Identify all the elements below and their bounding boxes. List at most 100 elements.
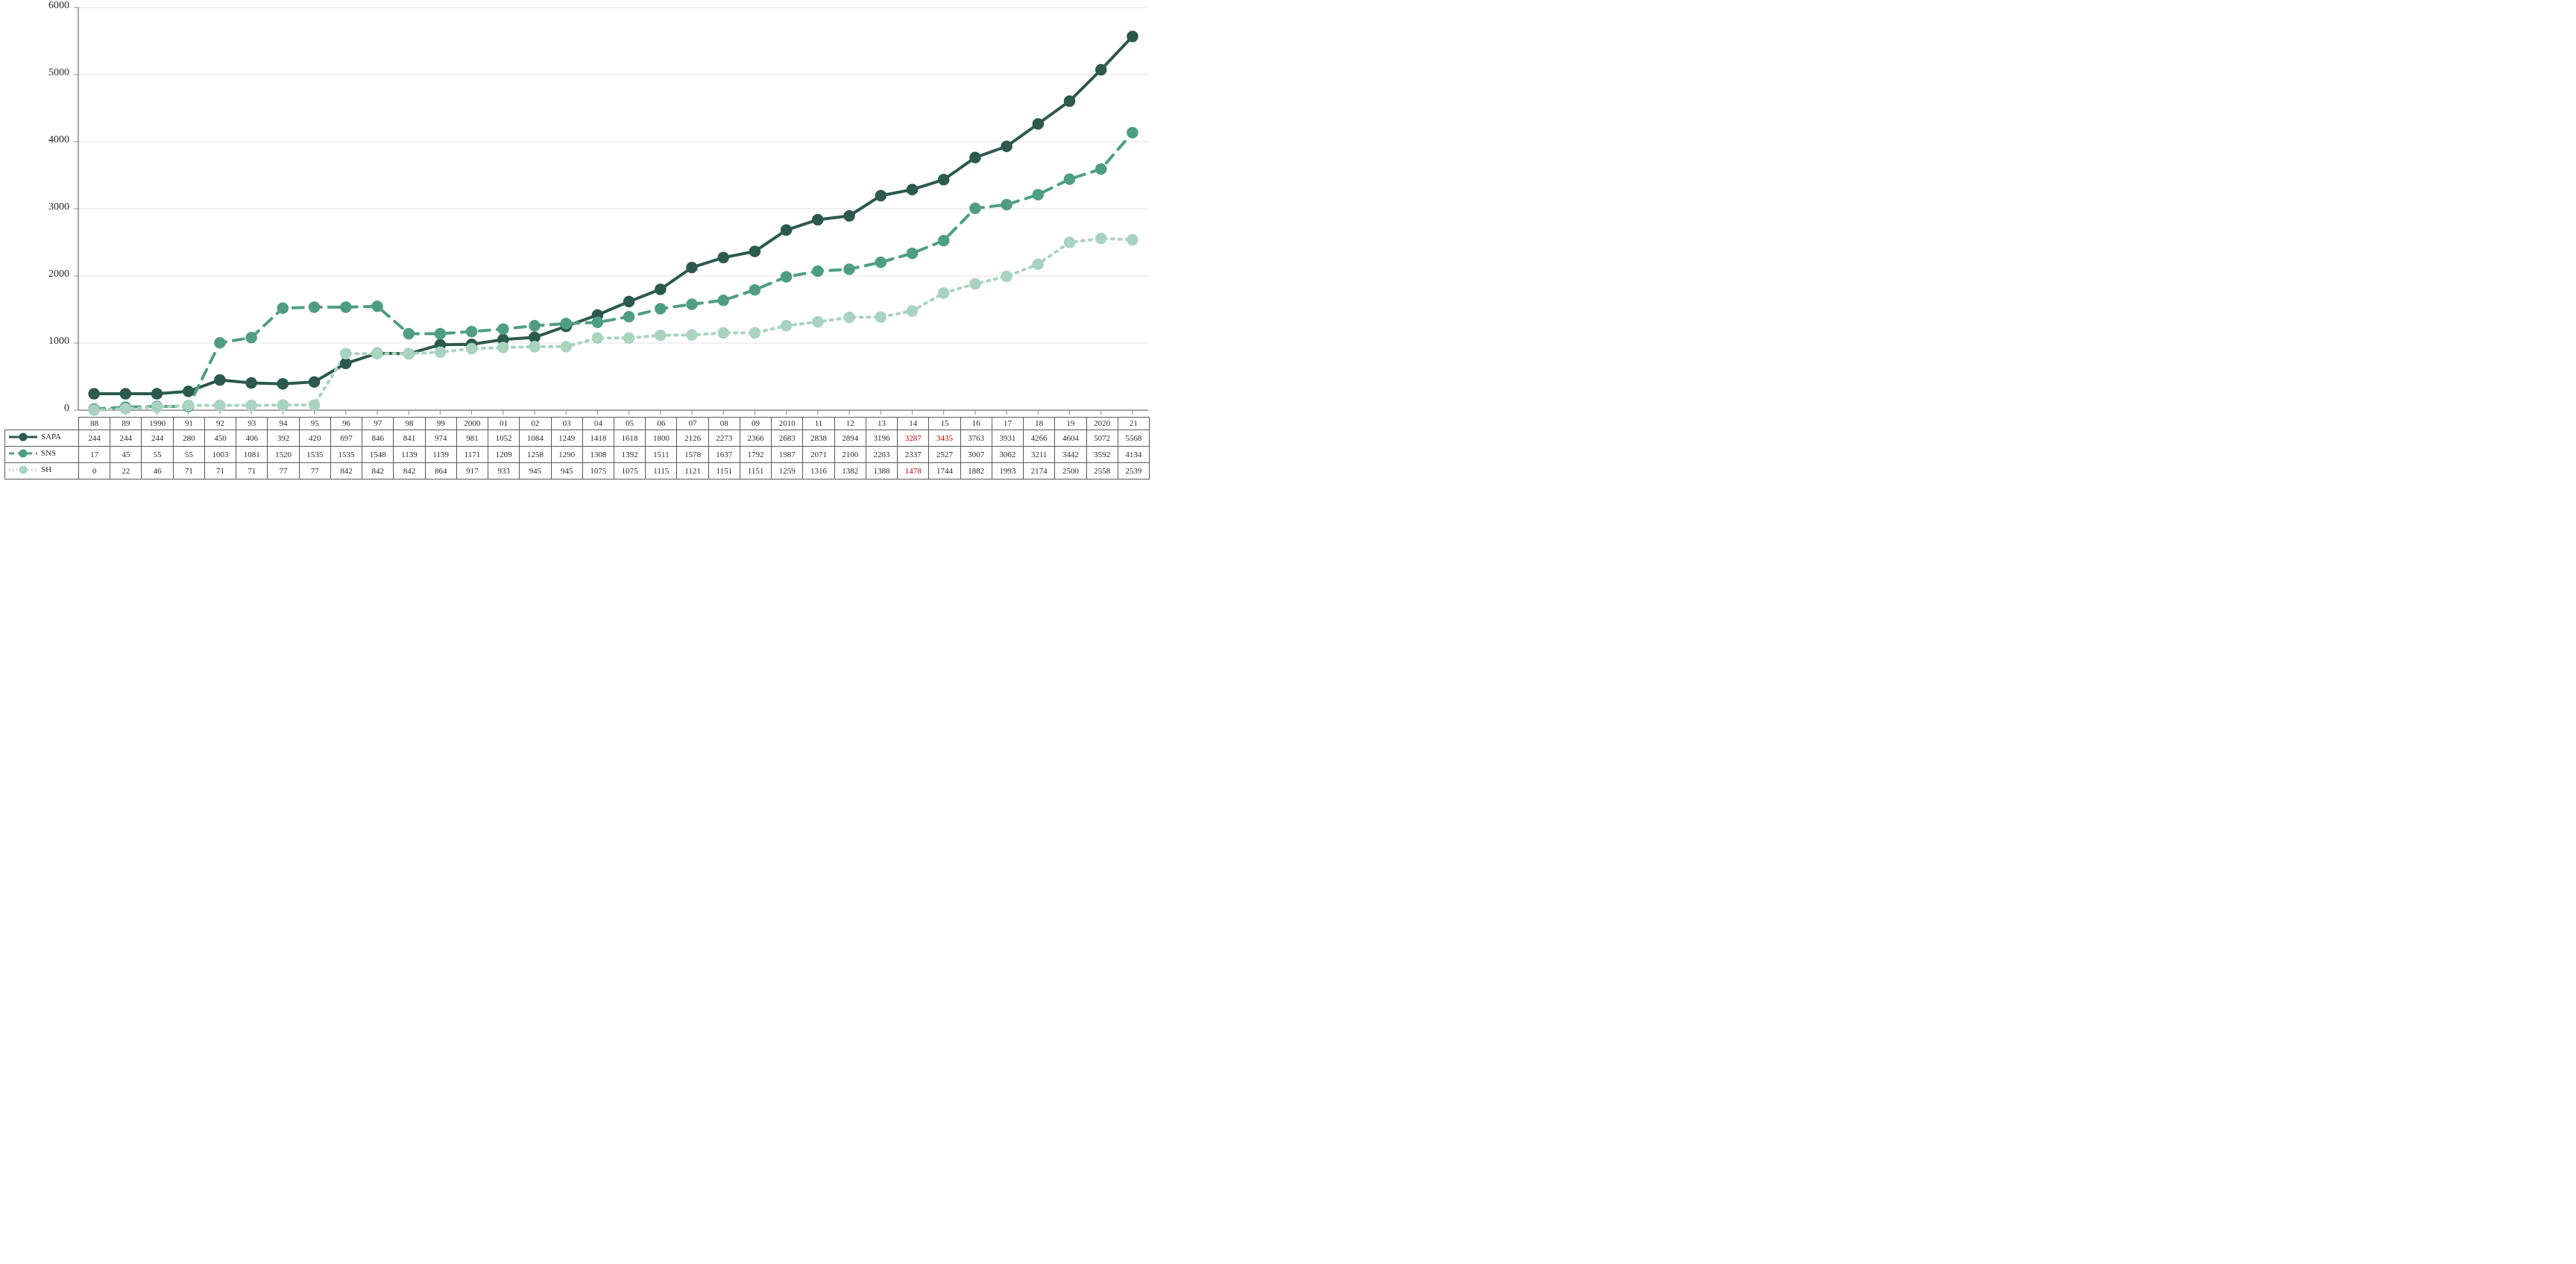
marker-sh <box>529 342 540 352</box>
table-value-cell: 280 <box>173 430 204 447</box>
table-value-cell: 392 <box>268 430 299 447</box>
marker-sapa <box>813 215 823 225</box>
marker-sapa <box>907 184 918 195</box>
marker-sns <box>1001 199 1012 210</box>
marker-sns <box>215 338 225 348</box>
marker-sns <box>624 312 634 322</box>
marker-sapa <box>1127 31 1138 42</box>
table-category-cell: 98 <box>394 418 425 430</box>
marker-sapa <box>1033 119 1043 129</box>
marker-sapa <box>718 252 728 262</box>
table-value-cell: 45 <box>110 447 142 463</box>
table-value-cell: 4266 <box>1024 430 1055 447</box>
marker-sh <box>1001 271 1012 282</box>
legend-label: SAPA <box>41 433 61 441</box>
table-value-cell: 841 <box>394 430 425 447</box>
table-value-cell: 2838 <box>803 430 834 447</box>
marker-sapa <box>687 262 697 273</box>
table-category-cell: 2000 <box>456 418 488 430</box>
marker-sapa <box>844 211 854 221</box>
table-value-cell: 1987 <box>772 447 803 463</box>
marker-sh <box>120 403 130 414</box>
table-value-cell: 1511 <box>646 447 677 463</box>
legend-label: SNS <box>41 449 56 458</box>
table-value-cell: 2337 <box>898 447 929 463</box>
marker-sh <box>749 327 760 338</box>
marker-sns <box>687 299 697 309</box>
table-category-cell: 03 <box>551 418 582 430</box>
table-series-row-sapa: SAPA244244244280450406392420697846841974… <box>5 430 1150 447</box>
table-category-cell: 97 <box>362 418 394 430</box>
table-value-cell: 2100 <box>834 447 866 463</box>
table-value-cell: 71 <box>173 463 204 479</box>
table-category-cell: 19 <box>1055 418 1086 430</box>
series-marker-icon <box>8 448 38 459</box>
table-series-row-sns: SNS1745555510031081152015351535154811391… <box>5 447 1150 463</box>
table-category-cell: 02 <box>520 418 551 430</box>
table-value-cell: 1075 <box>582 463 614 479</box>
marker-sns <box>1127 128 1138 138</box>
marker-sns <box>1033 189 1043 200</box>
marker-sh <box>246 400 256 411</box>
table-value-cell: 1139 <box>425 447 456 463</box>
marker-sns <box>277 303 288 313</box>
marker-sns <box>1065 174 1075 184</box>
table-value-cell: 1081 <box>236 447 268 463</box>
marker-sh <box>341 348 351 359</box>
table-value-cell: 77 <box>299 463 330 479</box>
marker-sh <box>655 330 666 341</box>
table-value-cell: 71 <box>204 463 236 479</box>
marker-sapa <box>655 284 666 295</box>
marker-sns <box>970 203 980 213</box>
table-category-cell: 2020 <box>1086 418 1118 430</box>
table-value-cell: 1392 <box>614 447 645 463</box>
marker-sh <box>403 348 414 359</box>
legend-item-sns: SNS <box>5 447 79 463</box>
marker-sns <box>592 317 602 327</box>
table-category-cell: 13 <box>866 418 897 430</box>
table-value-cell: 1075 <box>614 463 645 479</box>
y-tick-label: 5000 <box>0 67 69 79</box>
table-value-cell: 846 <box>362 430 394 447</box>
table-value-cell: 1115 <box>646 463 677 479</box>
table-value-cell: 55 <box>173 447 204 463</box>
table-value-cell: 5072 <box>1086 430 1118 447</box>
marker-sns <box>781 271 792 282</box>
table-value-cell: 2126 <box>677 430 708 447</box>
table-value-cell: 1382 <box>834 463 866 479</box>
marker-sh <box>372 348 382 359</box>
table-value-cell: 945 <box>520 463 551 479</box>
table-value-cell: 46 <box>142 463 173 479</box>
legend-label: SH <box>41 465 51 474</box>
marker-sapa <box>309 377 320 387</box>
marker-sns <box>246 333 256 343</box>
table-value-cell: 2558 <box>1086 463 1118 479</box>
table-value-cell: 450 <box>204 430 236 447</box>
marker-sh <box>1033 259 1043 269</box>
marker-sh <box>844 312 854 323</box>
table-category-cell: 96 <box>330 418 362 430</box>
marker-sh <box>1096 233 1106 244</box>
marker-sh <box>435 347 445 357</box>
table-value-cell: 1637 <box>708 447 740 463</box>
table-category-cell: 99 <box>425 418 456 430</box>
table-category-cell: 11 <box>803 418 834 430</box>
table-value-cell: 1003 <box>204 447 236 463</box>
marker-sh <box>277 400 288 410</box>
table-value-cell: 17 <box>79 447 110 463</box>
data-table: 8889199091929394959697989920000102030405… <box>4 417 1150 479</box>
table-value-cell: 244 <box>142 430 173 447</box>
table-value-cell: 77 <box>268 463 299 479</box>
y-tick-label: 3000 <box>0 201 69 213</box>
table-value-cell: 1290 <box>551 447 582 463</box>
table-value-cell: 244 <box>79 430 110 447</box>
series-marker-icon <box>8 432 38 442</box>
table-value-cell: 864 <box>425 463 456 479</box>
table-value-cell: 1121 <box>677 463 708 479</box>
marker-sapa <box>120 389 130 399</box>
marker-sh <box>875 312 886 322</box>
table-value-cell: 1618 <box>614 430 645 447</box>
marker-sh <box>592 333 602 343</box>
marker-sh <box>183 400 194 411</box>
table-value-cell: 1800 <box>646 430 677 447</box>
